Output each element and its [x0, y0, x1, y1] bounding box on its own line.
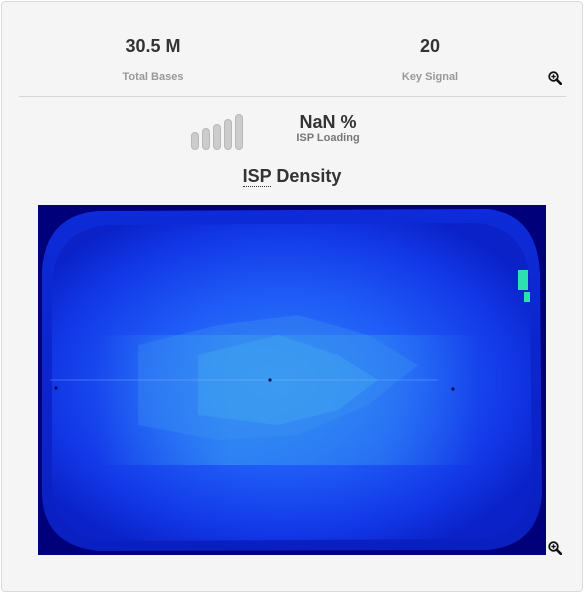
isp-density-title-rest: Density	[271, 166, 342, 186]
stats-divider	[19, 96, 566, 97]
total-bases-label: Total Bases	[122, 71, 184, 83]
zoom-in-icon[interactable]	[548, 541, 563, 556]
isp-loading-value: NaN %	[299, 112, 357, 132]
total-bases-stat: 30.5 M Total Bases	[53, 35, 253, 84]
zoom-in-icon[interactable]	[548, 71, 563, 86]
key-signal-value: 20	[419, 36, 441, 56]
key-signal-stat: 20 Key Signal	[330, 35, 530, 84]
isp-density-heatmap[interactable]	[38, 205, 546, 555]
isp-density-image	[38, 205, 546, 555]
isp-loading: NaN % ISP Loading	[278, 112, 378, 145]
key-signal-label: Key Signal	[401, 71, 459, 83]
total-bases-value: 30.5 M	[125, 36, 181, 56]
isp-abbreviation: ISP	[242, 166, 272, 187]
isp-loading-label: ISP Loading	[296, 132, 360, 144]
isp-loading-signal-icon	[191, 112, 247, 150]
isp-density-title: ISP Density	[192, 166, 392, 187]
